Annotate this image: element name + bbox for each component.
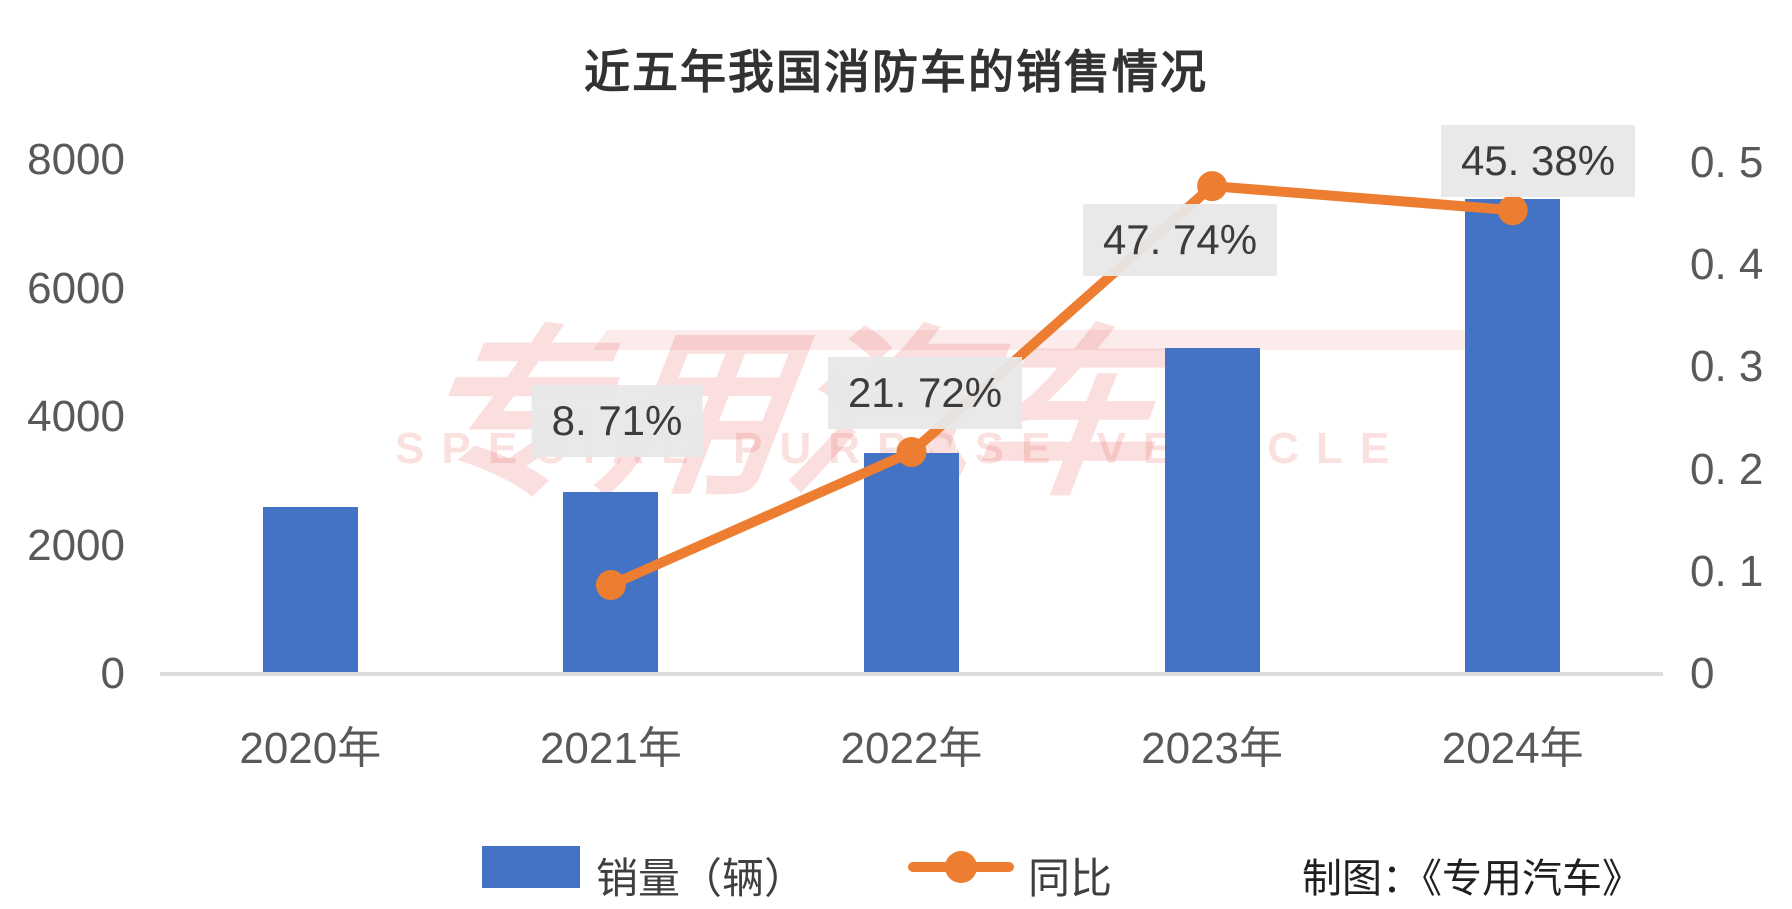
legend-bar-swatch: [482, 846, 580, 888]
left-tick-2000: 2000: [27, 520, 125, 570]
yoy-point-2: [896, 437, 927, 468]
x-tick-2023年: 2023年: [1141, 724, 1284, 773]
bar-2020年: [262, 506, 358, 674]
yoy-label-2023年: 47. 74%: [1082, 204, 1278, 276]
bar-2023年: [1164, 347, 1260, 674]
chart-title: 近五年我国消防车的销售情况: [584, 46, 1208, 98]
x-tick-2022年: 2022年: [840, 724, 983, 773]
legend-line-dot-icon: [945, 851, 977, 883]
right-tick-0. 2: 0. 2: [1690, 444, 1764, 494]
credit-text: 制图：《专用汽车》: [1302, 856, 1642, 901]
right-tick-0. 1: 0. 1: [1690, 546, 1764, 596]
legend-bar-label: 销量（辆）: [596, 855, 807, 902]
right-tick-0. 3: 0. 3: [1690, 342, 1764, 392]
right-tick-0: 0: [1690, 649, 1715, 698]
left-tick-6000: 6000: [27, 263, 125, 313]
x-tick-2021年: 2021年: [539, 724, 682, 773]
left-tick-8000: 8000: [27, 135, 125, 184]
left-tick-4000: 4000: [27, 392, 125, 441]
legend: 销量（辆） 同比 制图：《专用汽车》: [0, 840, 1792, 902]
right-tick-0. 4: 0. 4: [1690, 240, 1764, 290]
yoy-label-2021年: 8. 71%: [531, 385, 703, 457]
legend-line-label: 同比: [1028, 855, 1113, 902]
right-tick-0. 5: 0. 5: [1690, 138, 1764, 187]
x-axis-line: [160, 672, 1663, 676]
x-tick-2020年: 2020年: [239, 724, 382, 773]
yoy-label-2022年: 21. 72%: [827, 357, 1023, 429]
bar-2022年: [864, 452, 959, 674]
yoy-point-4: [1497, 195, 1528, 226]
yoy-label-2024年: 45. 38%: [1440, 125, 1636, 197]
yoy-line: [605, 181, 1518, 590]
left-tick-0: 0: [100, 649, 125, 698]
yoy-point-1: [595, 569, 626, 600]
bar-2024年: [1465, 199, 1561, 674]
yoy-point-3: [1197, 171, 1228, 202]
x-tick-2024年: 2024年: [1441, 724, 1584, 773]
